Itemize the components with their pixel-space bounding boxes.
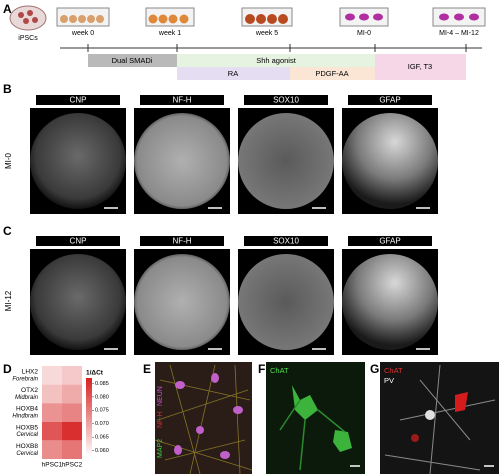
organoid xyxy=(30,254,126,350)
colorbar-tick-label: 0.060 xyxy=(95,448,109,454)
micrograph xyxy=(266,362,365,474)
panel-label: A xyxy=(3,2,12,16)
heatmap-cell xyxy=(42,384,62,404)
timeline xyxy=(60,44,482,52)
marker-header xyxy=(36,236,120,246)
stage-label: week 0 xyxy=(71,30,94,37)
stage-label: week 1 xyxy=(158,30,181,37)
panel-label: E xyxy=(143,362,151,376)
colorbar xyxy=(86,378,92,456)
micrograph xyxy=(380,362,499,474)
organoid xyxy=(342,254,438,350)
column-label: hPSC1 xyxy=(42,462,63,469)
organoid xyxy=(238,254,334,350)
marker-label: SOX10 xyxy=(273,96,299,105)
marker-label: NF-H xyxy=(172,237,191,246)
stage-label: iPSCs xyxy=(18,35,38,42)
treatment-bar xyxy=(177,67,290,80)
heatmap-cell xyxy=(62,421,82,441)
colorbar-tick-label: 0.065 xyxy=(95,435,109,441)
panel-c: C MI-12 CNP NF-H SOX10 GFAP xyxy=(3,224,438,355)
treatment-bar xyxy=(177,54,375,67)
heatmap-cell xyxy=(42,403,62,422)
heatmap-cell xyxy=(62,384,82,404)
marker-header xyxy=(140,95,224,105)
heatmap-cell xyxy=(62,440,82,459)
row-region: Midbrain xyxy=(15,395,39,401)
panel-b: B MI-0 CNP NF-H SOX10 GFAP xyxy=(3,82,438,214)
marker-header xyxy=(244,95,328,105)
panel-g: G ChAT PV xyxy=(370,362,499,474)
treatment-label: PDGF-AA xyxy=(315,69,348,78)
heatmap-cell xyxy=(62,403,82,422)
colorbar-title: 1/ΔCt xyxy=(86,370,104,377)
marker-label: GFAP xyxy=(379,96,400,105)
channel-label: NF-H xyxy=(157,411,164,428)
heatmap-cell xyxy=(42,421,62,441)
row-gene: HOXB8 xyxy=(16,443,38,450)
panel-e: E MAP2 NF-H NEUN xyxy=(143,362,253,474)
colorbar-tick-label: 0.085 xyxy=(95,381,109,387)
row-region: Hindbrain xyxy=(12,414,38,420)
marker-header xyxy=(140,236,224,246)
marker-label: CNP xyxy=(70,237,87,246)
colorbar-tick-label: 0.080 xyxy=(95,394,109,400)
panel-a: A iPSCs week 0 week 1 week 5 MI-0 MI-4 –… xyxy=(3,2,486,80)
marker-header xyxy=(244,236,328,246)
heatmap-cell xyxy=(62,366,82,385)
panel-label: C xyxy=(3,224,12,238)
colorbar-tick-label: 0.070 xyxy=(95,421,109,427)
channel-label: NEUN xyxy=(157,386,164,406)
treatment-label: Shh agonist xyxy=(256,56,297,65)
treatment-label: RA xyxy=(228,69,238,78)
treatment-label: IGF, T3 xyxy=(408,62,432,71)
row-gene: LHX2 xyxy=(22,369,39,376)
row-label: MI-0 xyxy=(4,152,13,169)
panel-f: F ChAT xyxy=(258,362,365,474)
organoid xyxy=(134,254,230,350)
organoid xyxy=(30,113,126,209)
organoid xyxy=(134,113,230,209)
marker-header xyxy=(348,236,432,246)
panel-label: D xyxy=(3,362,12,376)
row-gene: OTX2 xyxy=(21,387,38,394)
organoid xyxy=(238,113,334,209)
marker-label: NF-H xyxy=(172,96,191,105)
marker-header xyxy=(36,95,120,105)
dish-icon xyxy=(9,5,47,31)
channel-label: PV xyxy=(384,376,394,385)
row-label: MI-12 xyxy=(4,290,13,311)
treatment-bar xyxy=(375,54,466,80)
row-gene: HOXB4 xyxy=(16,406,38,413)
row-region: Cervical xyxy=(16,432,38,438)
colorbar-tick-label: 0.075 xyxy=(95,408,109,414)
marker-label: GFAP xyxy=(379,237,400,246)
heatmap-cell xyxy=(42,366,62,385)
heatmap-cell xyxy=(42,440,62,459)
treatment-bar xyxy=(88,54,177,67)
stage-label: MI-0 xyxy=(357,30,371,37)
channel-label: MAP2 xyxy=(157,439,164,458)
row-region: Forebrain xyxy=(12,376,38,382)
marker-label: CNP xyxy=(70,96,87,105)
marker-label: SOX10 xyxy=(273,237,299,246)
column-label: hPSC2 xyxy=(62,462,83,469)
panel-label: F xyxy=(258,362,265,376)
channel-label: ChAT xyxy=(384,366,403,375)
well-icons xyxy=(56,7,486,27)
channel-label: ChAT xyxy=(270,366,289,375)
panel-label: G xyxy=(370,362,379,376)
organoid xyxy=(342,113,438,209)
treatment-label: Dual SMADi xyxy=(112,56,153,65)
stage-label: MI-4 – MI-12 xyxy=(439,30,479,37)
treatment-bar xyxy=(290,67,375,80)
row-region: Cervical xyxy=(16,451,38,457)
panel-label: B xyxy=(3,82,12,96)
stage-label: week 5 xyxy=(255,30,278,37)
marker-header xyxy=(348,95,432,105)
row-gene: HOXB5 xyxy=(16,424,38,431)
